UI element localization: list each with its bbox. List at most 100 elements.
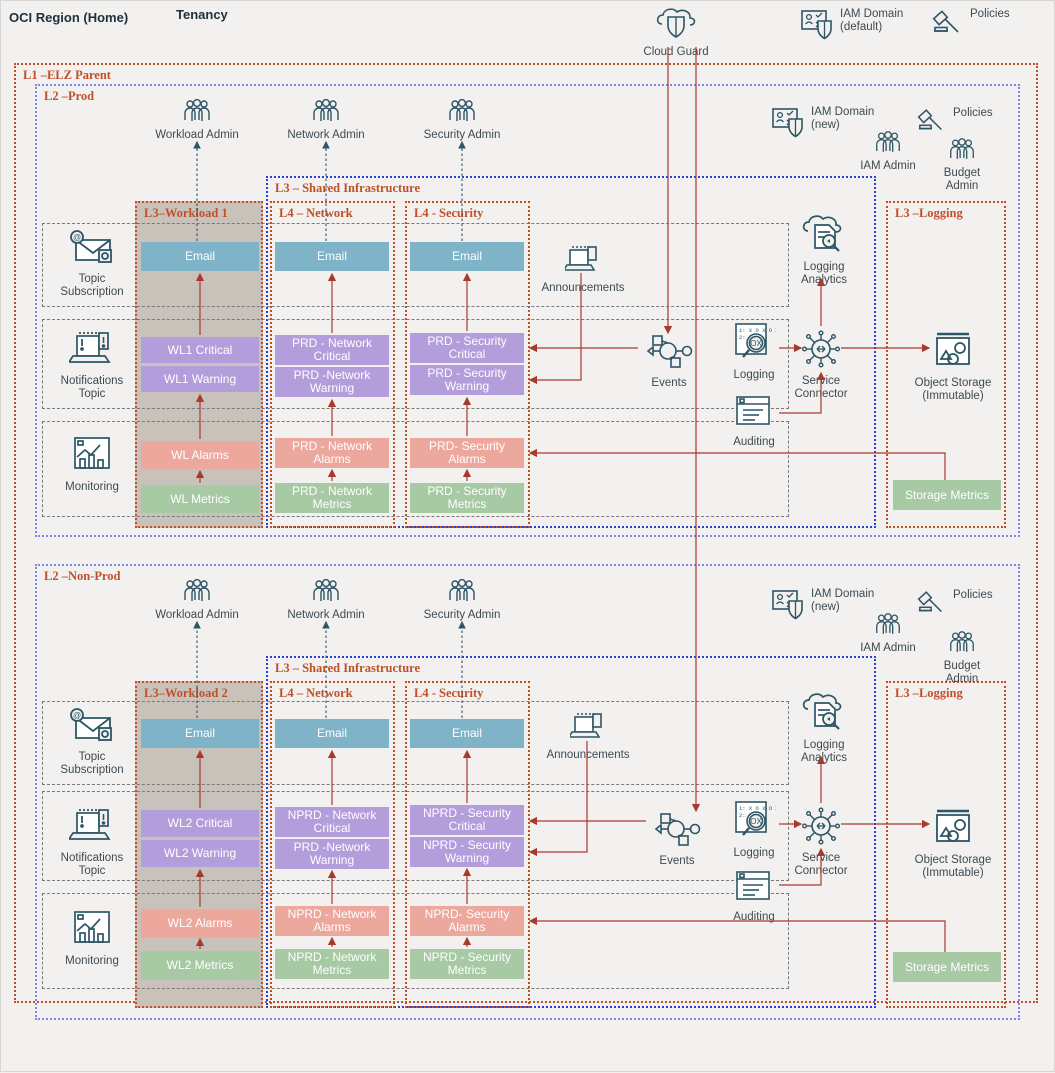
frame-l1-label: L1 –ELZ Parent <box>23 68 111 82</box>
prod-iam-domain-node: IAM Domain (new) <box>772 106 874 143</box>
nonprod-events-label: Events <box>659 855 695 867</box>
prod-policies-node: Policies <box>916 107 993 142</box>
nonprod-auditing-label: Auditing <box>733 911 775 923</box>
prod-net-warning[interactable]: PRD -Network Warning <box>275 367 389 397</box>
nonprod-sec-alarms[interactable]: NPRD- Security Alarms <box>410 906 524 936</box>
topic-subscription-icon: @ <box>68 229 116 272</box>
nonprod-net-warning[interactable]: PRD -Network Warning <box>275 839 389 869</box>
people-icon <box>181 578 213 608</box>
frame-l4-network-nonprod: L4 – Network <box>270 681 395 1008</box>
prod-announcements-node: Announcements <box>541 244 625 295</box>
prod-security-admin: Security Admin <box>418 98 506 142</box>
gavel-icon <box>931 8 965 45</box>
notifications-topic-icon <box>67 806 115 851</box>
nonprod-wl2-alarms[interactable]: WL2 Alarms <box>141 909 259 938</box>
svg-text:1: X O X O X: 1: X O X O X <box>739 327 776 334</box>
nonprod-policies-label: Policies <box>953 589 993 601</box>
nonprod-service-connector-label: Service Connector <box>794 852 848 877</box>
frame-l2-nonprod: L2 –Non-Prod <box>35 564 1020 1020</box>
prod-events-node: Events <box>638 331 700 390</box>
nonprod-storage-metrics[interactable]: Storage Metrics <box>893 952 1001 982</box>
nonprod-sec-email[interactable]: Email <box>410 719 524 748</box>
nonprod-iam-admin-node: IAM Admin <box>858 613 918 655</box>
prod-net-email[interactable]: Email <box>275 242 389 271</box>
topic-subscription-icon: @ <box>68 707 116 750</box>
nonprod-budget-admin-label: Budget Admin <box>943 660 981 685</box>
frame-l4-security-prod: L4 - Security <box>405 201 530 528</box>
prod-network-admin-label: Network Admin <box>287 129 365 141</box>
prod-net-metrics[interactable]: PRD - Network Metrics <box>275 483 389 513</box>
nonprod-net-metrics[interactable]: NPRD - Network Metrics <box>275 949 389 979</box>
svg-text:@: @ <box>73 711 81 720</box>
nonprod-sec-critical[interactable]: NPRD - Security Critical <box>410 805 524 835</box>
nonprod-security-admin-label: Security Admin <box>423 609 501 621</box>
prod-wl1-metrics[interactable]: WL Metrics <box>141 485 259 513</box>
nonprod-logging-label: Logging <box>733 847 775 859</box>
prod-net-critical[interactable]: PRD - Network Critical <box>275 335 389 365</box>
monitoring-icon <box>70 435 114 480</box>
nonprod-topic-subscription-label: Topic Subscription <box>60 751 124 776</box>
prod-storage-metrics[interactable]: Storage Metrics <box>893 480 1001 510</box>
prod-object-storage-node: Object Storage (Immutable) <box>913 329 993 403</box>
events-icon <box>650 809 704 854</box>
frame-l3-shared-nonprod: L3 – Shared Infrastructure <box>266 656 876 1008</box>
gavel-icon <box>916 589 948 624</box>
prod-service-connector-node: Service Connector <box>789 329 853 401</box>
band-subscription-prod <box>42 223 789 307</box>
iam-domain-default-node: IAM Domain (default) <box>801 8 903 45</box>
nonprod-wl2-metrics[interactable]: WL2 Metrics <box>141 951 259 980</box>
prod-budget-admin-label: Budget Admin <box>943 167 981 192</box>
svg-text:1: X O X O X: 1: X O X O X <box>739 805 776 812</box>
nonprod-net-email[interactable]: Email <box>275 719 389 748</box>
frame-l3-shared-prod: L3 – Shared Infrastructure <box>266 176 876 528</box>
nonprod-sec-metrics[interactable]: NPRD - Security Metrics <box>410 949 524 979</box>
prod-sec-warning[interactable]: PRD - Security Warning <box>410 365 524 395</box>
band-notifications-prod <box>42 319 789 409</box>
nonprod-announcements-node: Announcements <box>546 711 630 762</box>
prod-security-admin-label: Security Admin <box>423 129 501 141</box>
nonprod-notifications-topic-node: Notifications Topic <box>57 806 127 878</box>
prod-wl1-critical[interactable]: WL1 Critical <box>141 337 259 363</box>
prod-notifications-topic-label: Notifications Topic <box>60 375 124 400</box>
prod-sec-metrics[interactable]: PRD - Security Metrics <box>410 483 524 513</box>
prod-net-alarms[interactable]: PRD - Network Alarms <box>275 438 389 468</box>
iam-domain-icon <box>772 106 806 143</box>
prod-workload-admin-label: Workload Admin <box>155 129 239 141</box>
nonprod-wl2-email[interactable]: Email <box>141 719 259 748</box>
prod-logging-label: Logging <box>733 369 775 381</box>
prod-iam-domain-label: IAM Domain (new) <box>811 106 875 131</box>
nonprod-wl2-warning[interactable]: WL2 Warning <box>141 840 259 867</box>
prod-object-storage-label: Object Storage (Immutable) <box>914 377 992 402</box>
tenancy-title: Tenancy <box>176 7 228 22</box>
prod-wl1-alarms[interactable]: WL Alarms <box>141 441 259 469</box>
prod-sec-email[interactable]: Email <box>410 242 524 271</box>
nonprod-sec-warning[interactable]: NPRD - Security Warning <box>410 837 524 867</box>
prod-sec-critical[interactable]: PRD - Security Critical <box>410 333 524 363</box>
cloud-guard-node: Cloud Guard <box>640 6 712 59</box>
nonprod-service-connector-node: Service Connector <box>789 806 853 878</box>
logging-analytics-icon <box>799 691 849 738</box>
iam-domain-icon <box>772 588 806 625</box>
prod-notifications-topic-node: Notifications Topic <box>57 329 127 401</box>
frame-l2-nonprod-label: L2 –Non-Prod <box>44 569 121 583</box>
svg-text:OX: OX <box>750 339 762 348</box>
band-notifications-nonprod <box>42 791 789 881</box>
frame-l4-network-nonprod-label: L4 – Network <box>279 686 353 700</box>
frame-l4-network-prod-label: L4 – Network <box>279 206 353 220</box>
auditing-icon <box>733 869 775 910</box>
policies-tenancy-label: Policies <box>970 8 1010 20</box>
notifications-topic-icon <box>67 329 115 374</box>
nonprod-net-alarms[interactable]: NPRD - Network Alarms <box>275 906 389 936</box>
nonprod-net-critical[interactable]: NPRD - Network Critical <box>275 807 389 837</box>
prod-topic-subscription-node: @ Topic Subscription <box>57 229 127 299</box>
people-icon <box>947 631 977 659</box>
frame-l3-logging-nonprod: L3 –Logging <box>886 681 1006 1008</box>
people-icon <box>873 131 903 159</box>
prod-sec-alarms[interactable]: PRD- Security Alarms <box>410 438 524 468</box>
nonprod-wl2-critical[interactable]: WL2 Critical <box>141 810 259 837</box>
prod-wl1-warning[interactable]: WL1 Warning <box>141 366 259 392</box>
policies-tenancy-node: Policies <box>931 8 1010 45</box>
announcements-icon <box>562 244 601 281</box>
prod-wl1-email[interactable]: Email <box>141 242 259 271</box>
